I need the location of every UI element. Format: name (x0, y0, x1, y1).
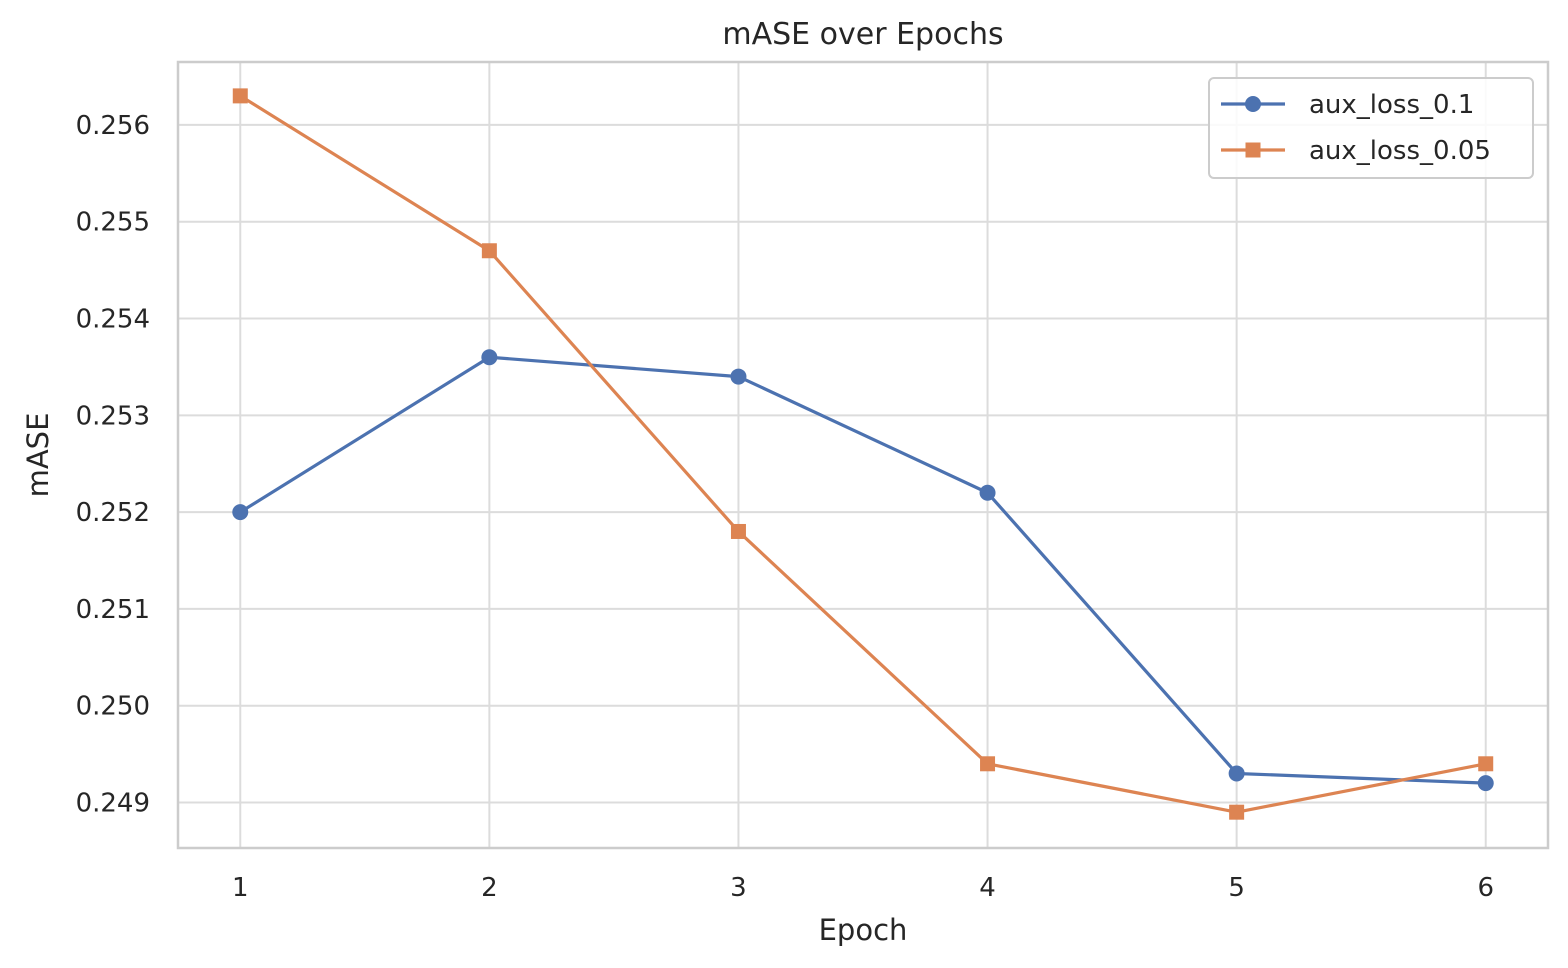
data-point-square (481, 243, 497, 259)
y-axis-label: mASE (21, 413, 55, 498)
x-tick-label: 3 (730, 873, 747, 903)
legend: aux_loss_0.1 aux_loss_0.05 (1208, 77, 1534, 179)
data-point-square (1229, 804, 1245, 820)
series-line-1 (239, 355, 1486, 785)
chart-title: mASE over Epochs (722, 17, 1003, 52)
x-tick-label: 2 (481, 873, 498, 903)
tick-labels: 1 2 3 4 5 6 0.249 0.250 0.251 0.252 0.253 0.254 0.25… (76, 111, 1494, 903)
data-point-square (730, 523, 746, 539)
series-layer (232, 88, 1494, 820)
legend-label: aux_loss_0.05 (1309, 136, 1491, 166)
y-tick-label: 0.255 (76, 208, 150, 238)
y-tick-label: 0.254 (76, 305, 150, 335)
data-point-circle (232, 504, 249, 521)
legend-label: aux_loss_0.1 (1309, 90, 1474, 120)
x-tick-label: 5 (1228, 873, 1245, 903)
y-tick-label: 0.251 (76, 595, 150, 625)
data-point-circle (730, 368, 747, 385)
x-tick-label: 6 (1477, 873, 1494, 903)
data-point-square (980, 756, 996, 772)
data-point-square (1478, 756, 1494, 772)
grid-lines (178, 62, 1548, 848)
x-tick-label: 4 (979, 873, 996, 903)
x-axis-label: Epoch (819, 913, 908, 947)
series-line-2 (239, 94, 1487, 814)
y-tick-label: 0.253 (76, 401, 150, 431)
data-point-circle (979, 484, 996, 501)
y-tick-label: 0.256 (76, 111, 150, 141)
data-point-square (232, 88, 248, 104)
y-tick-label: 0.250 (76, 692, 150, 722)
legend-marker-circle (1245, 96, 1261, 112)
y-tick-label: 0.249 (76, 789, 150, 819)
x-tick-label: 1 (232, 873, 249, 903)
plot-frame (176, 60, 1550, 850)
data-point-circle (1477, 775, 1494, 792)
legend-box (1208, 77, 1534, 179)
legend-marker-square (1245, 142, 1261, 158)
data-point-circle (481, 349, 498, 366)
y-tick-label: 0.252 (76, 498, 150, 528)
data-point-circle (1228, 765, 1245, 782)
